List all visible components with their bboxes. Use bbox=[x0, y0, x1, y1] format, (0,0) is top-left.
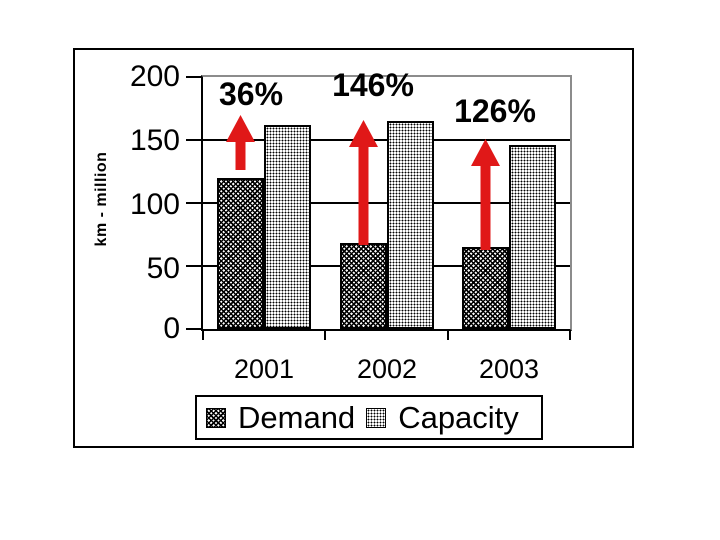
x-axis-label-2003: 2003 bbox=[478, 354, 540, 384]
annotation-label-2002: 146% bbox=[332, 67, 414, 103]
legend-label-capacity: Capacity bbox=[398, 399, 519, 435]
x-axis-label-2001: 2001 bbox=[233, 354, 295, 384]
chart-frame: km - million 200 150 100 50 0 2001 2002 … bbox=[73, 48, 634, 448]
growth-up-arrow-icon-2002 bbox=[349, 120, 378, 245]
y-tick-mark-0 bbox=[186, 328, 201, 330]
y-tick-label-100: 100 bbox=[129, 188, 180, 221]
gridline-150 bbox=[203, 139, 570, 141]
bar-capacity-2001 bbox=[264, 125, 311, 329]
y-tick-mark-100 bbox=[186, 202, 201, 204]
y-tick-label-50: 50 bbox=[146, 252, 180, 285]
x-tick-mark-2 bbox=[447, 331, 449, 340]
y-tick-mark-50 bbox=[186, 265, 201, 267]
demand-pattern-swatch-icon bbox=[206, 407, 226, 428]
bar-demand-2003 bbox=[462, 247, 509, 329]
growth-up-arrow-icon-2003 bbox=[471, 139, 500, 250]
legend-item-demand: Demand bbox=[206, 399, 356, 435]
x-tick-mark-3 bbox=[569, 331, 571, 340]
x-tick-mark-1 bbox=[324, 331, 326, 340]
y-tick-label-150: 150 bbox=[129, 124, 180, 157]
y-tick-mark-150 bbox=[186, 139, 201, 141]
capacity-pattern-swatch-icon bbox=[366, 407, 387, 428]
legend-label-demand: Demand bbox=[238, 399, 356, 435]
legend: Demand Capacity bbox=[195, 395, 543, 440]
legend-item-capacity: Capacity bbox=[366, 399, 519, 435]
gridline-100 bbox=[203, 202, 570, 204]
bar-demand-2002 bbox=[340, 243, 387, 329]
y-tick-label-200: 200 bbox=[129, 60, 180, 93]
plot-area bbox=[201, 75, 572, 331]
x-tick-mark-0 bbox=[202, 331, 204, 340]
bar-capacity-2003 bbox=[509, 145, 556, 329]
annotation-label-2001: 36% bbox=[218, 76, 284, 112]
y-tick-mark-200 bbox=[186, 76, 201, 78]
bar-capacity-2002 bbox=[387, 121, 434, 329]
growth-up-arrow-icon-2001 bbox=[226, 115, 255, 170]
x-axis-label-2002: 2002 bbox=[356, 354, 418, 384]
bar-demand-2001 bbox=[217, 178, 264, 329]
y-tick-label-0: 0 bbox=[163, 312, 180, 345]
annotation-label-2003: 126% bbox=[454, 93, 536, 129]
